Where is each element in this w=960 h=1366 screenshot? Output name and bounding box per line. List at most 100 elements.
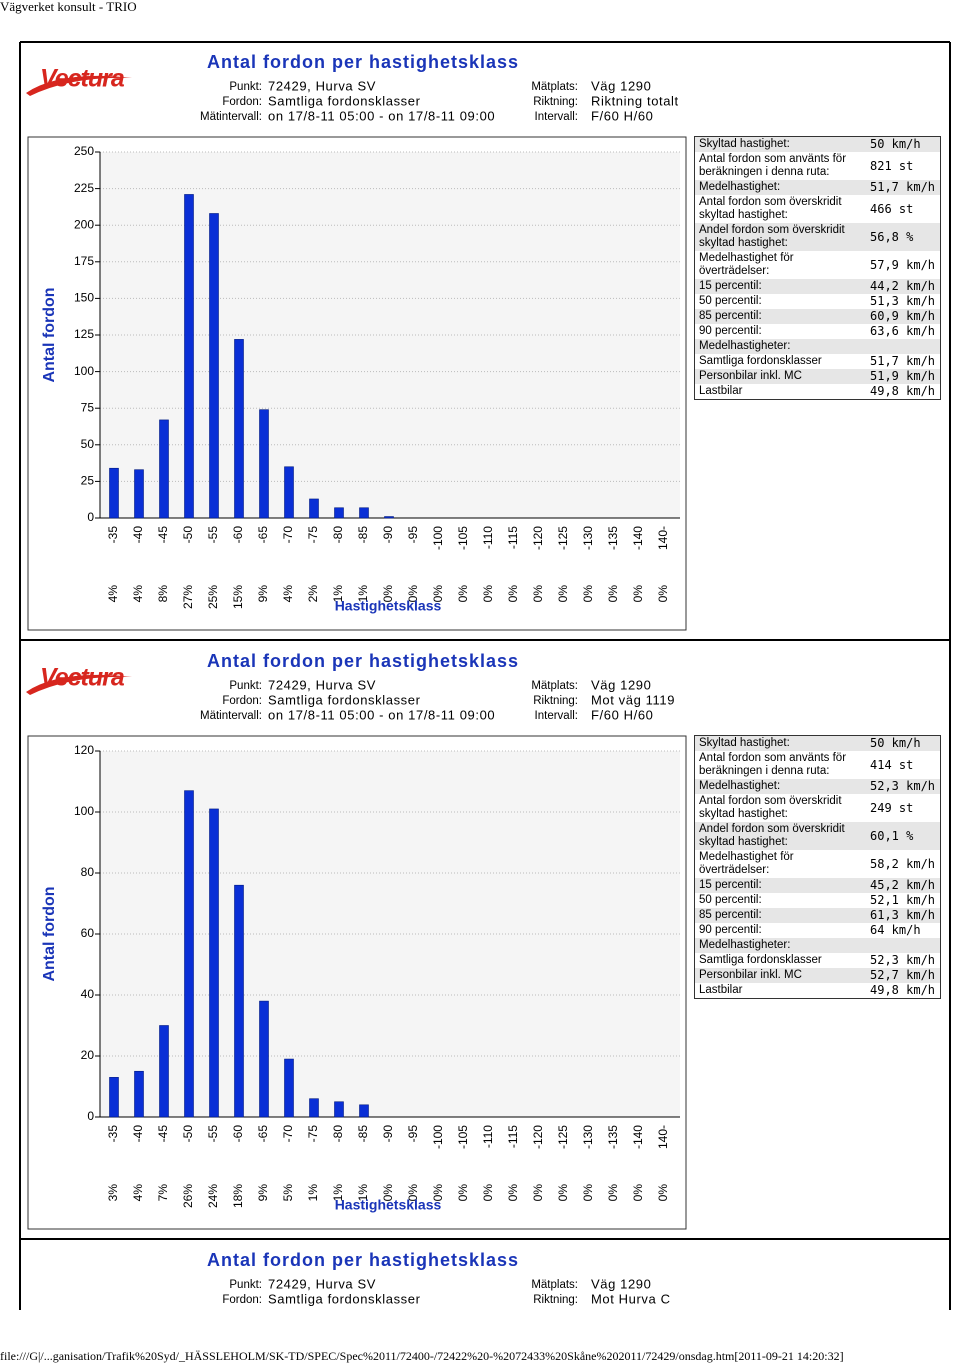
x-tick-label: -75 — [306, 526, 320, 544]
x-axis-title: Hastighetsklass — [335, 1197, 442, 1213]
stats-value: 52,7 km/h — [870, 968, 936, 982]
y-tick-label: 250 — [74, 144, 94, 158]
stats-row: Medelhastighet för överträdelser: 58,2 km… — [695, 850, 941, 878]
bar — [134, 469, 144, 519]
bar — [184, 194, 194, 519]
info-label: Punkt: — [229, 81, 262, 93]
info-label: Riktning: — [533, 695, 578, 707]
percent-label: 4% — [131, 585, 145, 603]
stats-value: 45,2 km/h — [870, 878, 936, 892]
stats-value: 61,3 km/h — [870, 908, 936, 922]
percent-label: 0% — [456, 585, 470, 603]
stats-value: 51,7 km/h — [870, 180, 936, 194]
stats-label: Medelhastighet: — [699, 181, 781, 193]
stats-label: Skyltad hastighet: — [699, 138, 790, 150]
y-tick-label: 100 — [74, 804, 94, 818]
x-tick-label: -90 — [381, 1125, 395, 1143]
bar — [234, 339, 244, 519]
x-tick-label: -35 — [106, 1125, 120, 1143]
logo-swoosh — [26, 75, 132, 96]
percent-label: 0% — [531, 585, 545, 603]
x-tick-label: -140 — [631, 526, 645, 550]
info-value: Mot Hurva C — [591, 1291, 671, 1306]
stats-row: Lastbilar 49,8 km/h — [695, 384, 941, 400]
x-tick-label: -80 — [331, 526, 345, 544]
x-tick-label: -65 — [256, 1125, 270, 1143]
x-tick-label: -105 — [456, 526, 470, 550]
x-tick-label: -110 — [481, 526, 495, 549]
y-axis-title: Antal fordon — [41, 886, 58, 981]
y-tick-label: 20 — [81, 1048, 95, 1062]
stats-label: Samtliga fordonsklasser — [699, 954, 822, 966]
percent-label: 0% — [606, 1184, 620, 1202]
stats-label: 90 percentil: — [699, 924, 762, 936]
stats-value: 57,9 km/h — [870, 257, 936, 272]
info-label: Mätplats: — [531, 81, 578, 93]
x-tick-label: -40 — [131, 1125, 145, 1143]
stats-value: 56,8 % — [870, 229, 914, 244]
info-label: Fordon: — [222, 695, 262, 707]
stats-label: Antal fordon som använts för beräkningen… — [699, 752, 847, 777]
bar — [184, 790, 194, 1118]
y-tick-label: 225 — [74, 181, 94, 195]
percent-label: 0% — [556, 1184, 570, 1202]
stats-value: 49,8 km/h — [870, 983, 936, 997]
stats-row: Antal fordon som överskridit skyltad has… — [695, 195, 941, 223]
x-tick-label: -130 — [581, 526, 595, 550]
y-tick-label: 200 — [74, 217, 94, 231]
percent-label: 15% — [231, 585, 245, 609]
x-tick-label: -65 — [256, 526, 270, 544]
stats-label: Lastbilar — [699, 385, 743, 397]
info-value: 72429, Hurva SV — [268, 1276, 376, 1291]
bar — [159, 1025, 169, 1118]
percent-label: 7% — [156, 1184, 170, 1202]
stats-label: 85 percentil: — [699, 909, 762, 921]
stats-value: 52,3 km/h — [870, 953, 936, 967]
stats-row: Antal fordon som använts för beräkningen… — [695, 751, 941, 779]
percent-label: 0% — [381, 585, 395, 603]
bar — [334, 1101, 344, 1118]
stats-label: Antal fordon som använts för beräkningen… — [699, 153, 847, 178]
info-value: F/60 H/60 — [591, 108, 654, 123]
percent-label: 1% — [306, 1184, 320, 1202]
percent-label: 0% — [406, 1184, 420, 1202]
x-tick-label: -135 — [606, 1125, 620, 1149]
percent-label: 1% — [331, 585, 345, 603]
x-tick-label: -60 — [231, 526, 245, 544]
x-tick-label: -125 — [556, 526, 570, 550]
percent-label: 0% — [431, 585, 445, 603]
y-tick-label: 0 — [87, 1109, 94, 1123]
percent-label: 0% — [656, 1184, 670, 1202]
percent-label: 27% — [181, 585, 195, 609]
x-tick-label: -95 — [406, 1125, 420, 1143]
info-value: on 17/8-11 05:00 - on 17/8-11 09:00 — [268, 108, 495, 123]
info-label: Intervall: — [535, 710, 578, 722]
stats-table: Skyltad hastighet: 50 km/h Antal fordon so… — [694, 735, 941, 999]
x-tick-label: -135 — [606, 526, 620, 550]
info-label: Mätplats: — [531, 680, 578, 692]
x-tick-label: -35 — [106, 526, 120, 544]
x-tick-label: -90 — [381, 526, 395, 544]
stats-row: Antal fordon som använts för beräkningen… — [695, 152, 941, 180]
info-value: 72429, Hurva SV — [268, 78, 376, 93]
x-tick-label: -50 — [181, 1125, 195, 1143]
stats-value: 52,3 km/h — [870, 779, 936, 793]
stats-label: Medelhastighet: — [699, 780, 781, 792]
percent-label: 0% — [556, 585, 570, 603]
percent-label: 0% — [481, 1184, 495, 1202]
y-tick-label: 25 — [81, 474, 95, 488]
stats-label: Personbilar inkl. MC — [699, 969, 802, 981]
x-tick-label: -110 — [481, 1125, 495, 1148]
bar — [159, 419, 169, 519]
x-tick-label: -115 — [506, 1125, 520, 1148]
x-tick-label: -95 — [406, 526, 420, 544]
percent-label: 0% — [481, 585, 495, 603]
info-value: on 17/8-11 05:00 - on 17/8-11 09:00 — [268, 707, 495, 722]
info-label: Punkt: — [229, 1279, 262, 1291]
stats-value: 60,9 km/h — [870, 309, 936, 323]
x-tick-label: -50 — [181, 526, 195, 544]
stats-label: Medelhastigheter: — [699, 340, 791, 352]
logo: Vectura — [40, 664, 125, 692]
stats-value — [866, 339, 941, 354]
stats-value: 821 st — [870, 158, 914, 173]
